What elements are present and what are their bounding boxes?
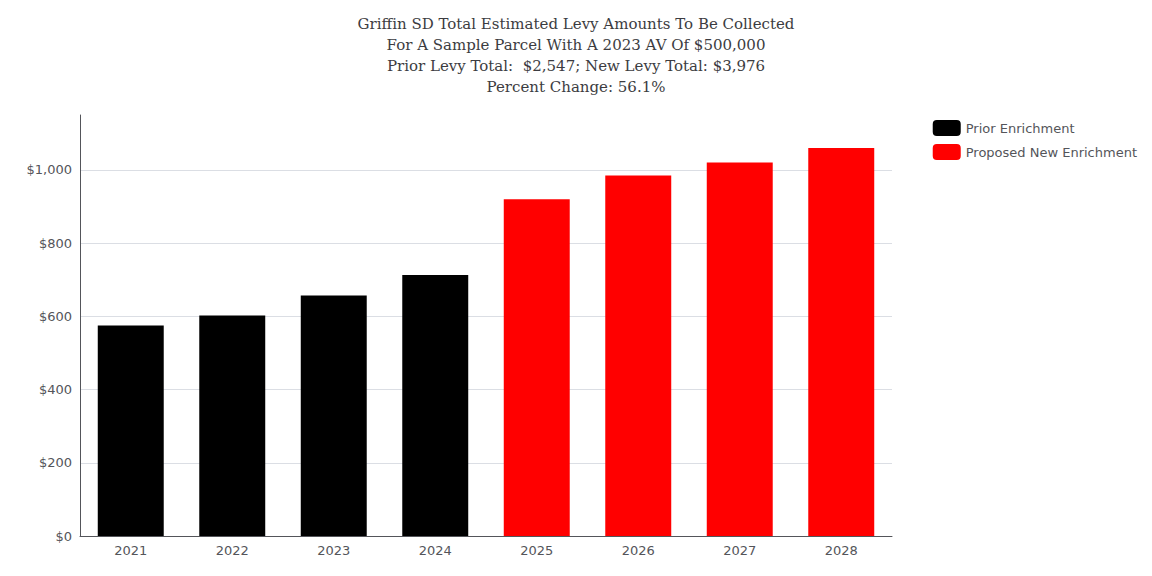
svg-text:$600: $600 [39,309,72,324]
svg-text:2025: 2025 [520,543,553,558]
svg-text:2022: 2022 [216,543,249,558]
svg-text:Proposed New Enrichment: Proposed New Enrichment [966,145,1137,160]
svg-text:Griffin SD Total Estimated Lev: Griffin SD Total Estimated Levy Amounts … [358,15,795,33]
svg-text:$400: $400 [39,382,72,397]
svg-text:$1,000: $1,000 [27,162,73,177]
svg-text:Prior Enrichment: Prior Enrichment [966,121,1075,136]
svg-text:$200: $200 [39,455,72,470]
svg-text:2024: 2024 [419,543,452,558]
svg-text:Percent Change: 56.1%: Percent Change: 56.1% [487,78,666,96]
svg-text:For A Sample Parcel With A 202: For A Sample Parcel With A 2023 AV Of $5… [387,36,766,54]
svg-text:2028: 2028 [825,543,858,558]
svg-text:2021: 2021 [114,543,147,558]
svg-text:2023: 2023 [317,543,350,558]
svg-text:$0: $0 [55,529,72,544]
svg-text:Prior Levy Total: $2,547; New: Prior Levy Total: $2,547; New Levy Total… [387,57,765,75]
svg-text:$800: $800 [39,236,72,251]
svg-text:2026: 2026 [622,543,655,558]
svg-text:2027: 2027 [723,543,756,558]
